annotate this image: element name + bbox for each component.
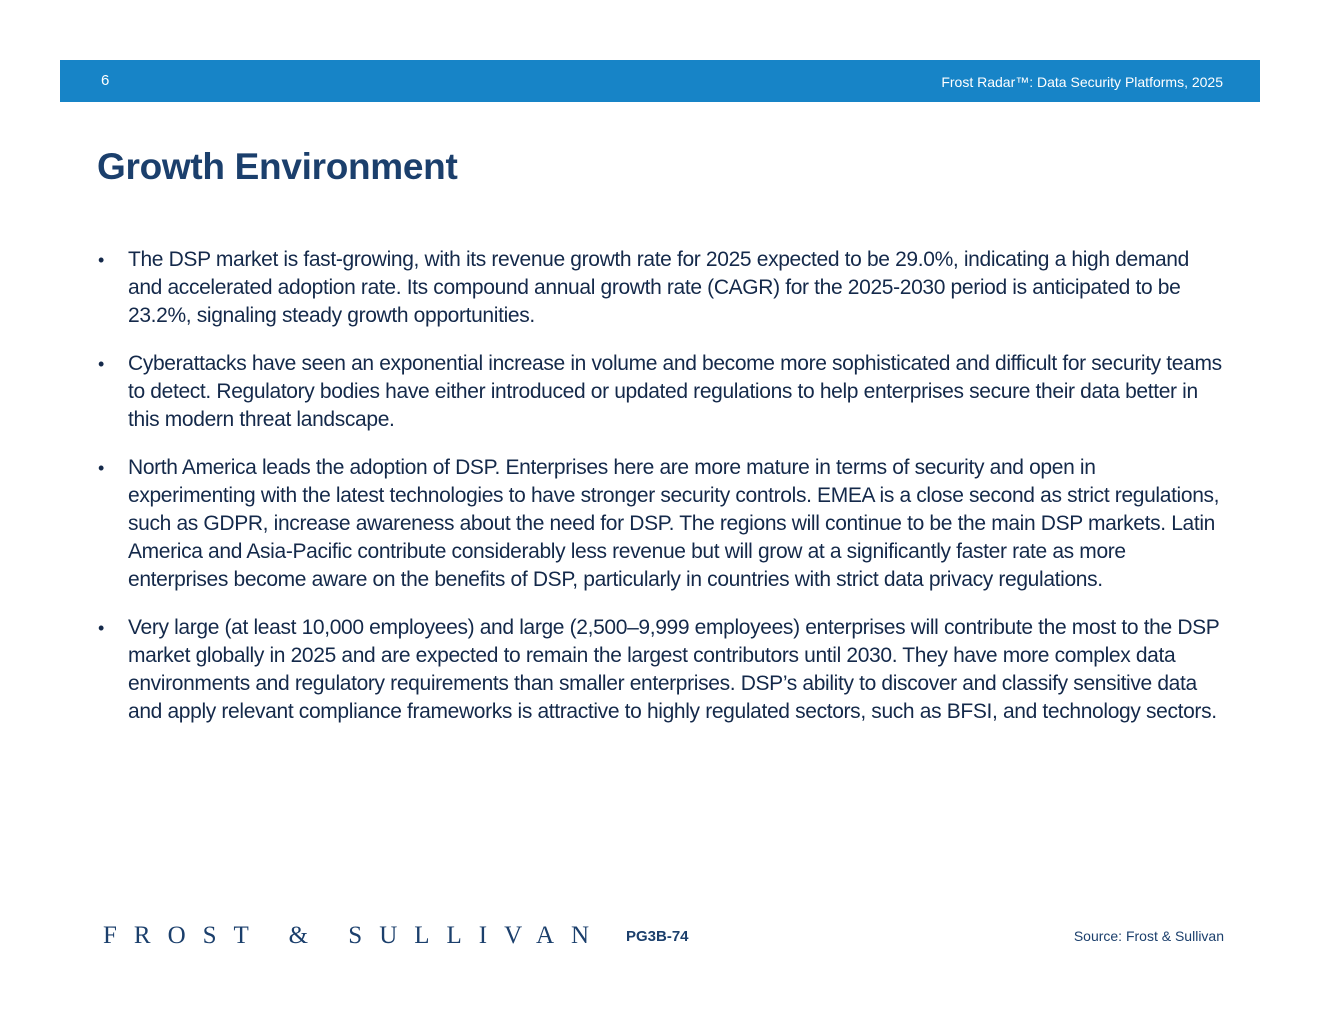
- bullet-text: Cyberattacks have seen an exponential in…: [128, 352, 1222, 431]
- page-heading: Growth Environment: [97, 146, 458, 187]
- page-number: 6: [101, 72, 110, 89]
- bullet-item: • Cyberattacks have seen an exponential …: [98, 350, 1228, 434]
- bullet-text: North America leads the adoption of DSP.…: [128, 456, 1220, 591]
- footer-source: Source: Frost & Sullivan: [1073, 928, 1224, 944]
- bullet-dot: •: [98, 250, 104, 270]
- footer-code: PG3B-74: [626, 928, 689, 945]
- bullet-item: • Very large (at least 10,000 employees)…: [98, 614, 1228, 726]
- bullet-item: • North America leads the adoption of DS…: [98, 454, 1228, 594]
- bullet-text: Very large (at least 10,000 employees) a…: [128, 616, 1220, 723]
- report-title: Frost Radar™: Data Security Platforms, 2…: [941, 74, 1223, 90]
- bullet-dot: •: [98, 354, 104, 374]
- bullet-dot: •: [98, 458, 104, 478]
- frost-sullivan-logo: FROST & SULLIVAN: [103, 922, 607, 949]
- bullet-dot: •: [98, 618, 104, 638]
- bullet-item: • The DSP market is fast-growing, with i…: [98, 246, 1228, 330]
- header-bar: 6 Frost Radar™: Data Security Platforms,…: [60, 60, 1260, 102]
- bullet-list: • The DSP market is fast-growing, with i…: [98, 246, 1228, 746]
- bullet-text: The DSP market is fast-growing, with its…: [128, 248, 1189, 327]
